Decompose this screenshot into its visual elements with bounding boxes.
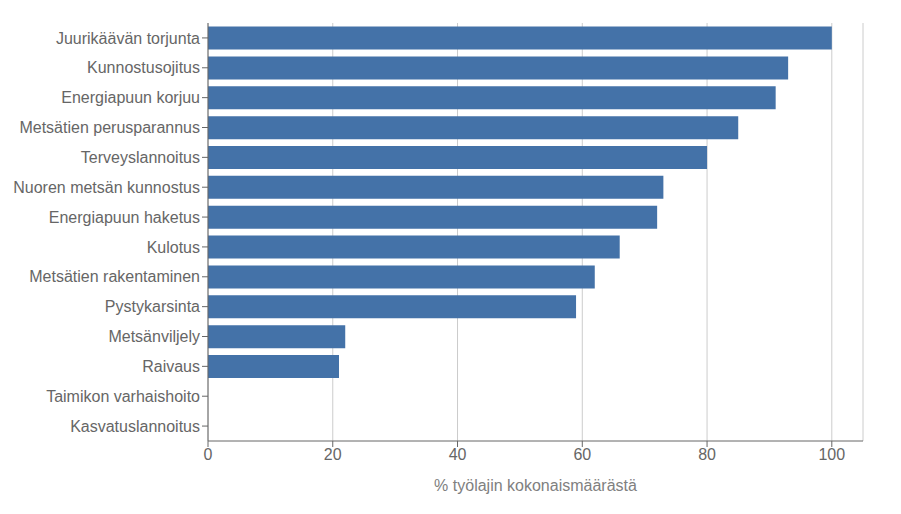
svg-text:Pystykarsinta: Pystykarsinta (105, 298, 200, 315)
svg-text:Raivaus: Raivaus (142, 358, 200, 375)
svg-text:100: 100 (818, 446, 845, 463)
svg-text:Taimikon varhaishoito: Taimikon varhaishoito (46, 388, 200, 405)
svg-text:20: 20 (324, 446, 342, 463)
svg-text:Metsätien rakentaminen: Metsätien rakentaminen (29, 268, 200, 285)
svg-text:% työlajin kokonaismäärästä: % työlajin kokonaismäärästä (434, 477, 637, 494)
svg-text:80: 80 (698, 446, 716, 463)
svg-text:Kulotus: Kulotus (147, 239, 200, 256)
svg-text:Energiapuun korjuu: Energiapuun korjuu (61, 89, 200, 106)
svg-text:Terveyslannoitus: Terveyslannoitus (81, 149, 200, 166)
svg-text:Metsänviljely: Metsänviljely (108, 328, 200, 345)
svg-text:40: 40 (449, 446, 467, 463)
svg-text:Juurikäävän torjunta: Juurikäävän torjunta (56, 30, 200, 47)
svg-text:Energiapuun haketus: Energiapuun haketus (49, 209, 200, 226)
svg-text:Nuoren metsän kunnostus: Nuoren metsän kunnostus (13, 179, 200, 196)
svg-text:Metsätien perusparannus: Metsätien perusparannus (19, 119, 200, 136)
svg-text:Kasvatuslannoitus: Kasvatuslannoitus (70, 418, 200, 435)
svg-text:60: 60 (573, 446, 591, 463)
svg-text:0: 0 (204, 446, 213, 463)
svg-text:Kunnostusojitus: Kunnostusojitus (87, 59, 200, 76)
